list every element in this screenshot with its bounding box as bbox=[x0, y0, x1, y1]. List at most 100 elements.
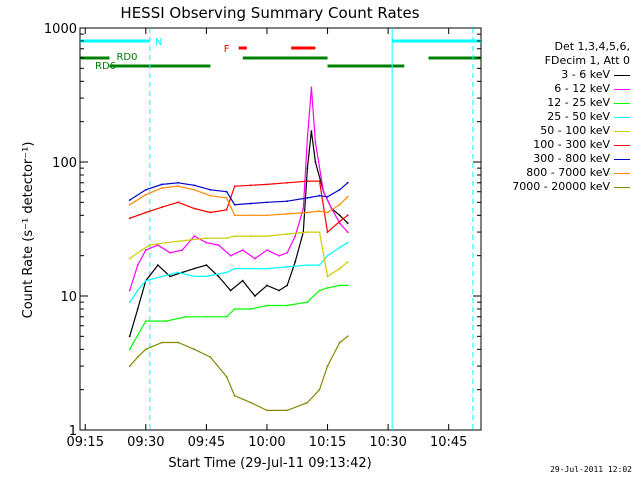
series-point-0-15 bbox=[294, 260, 297, 263]
series-point-2-2 bbox=[165, 320, 167, 322]
series-point-3-1 bbox=[136, 289, 139, 292]
series-point-6-4 bbox=[193, 184, 196, 187]
series-point-3-2 bbox=[144, 279, 147, 282]
series-point-0-11 bbox=[254, 295, 256, 297]
series-point-8-10 bbox=[266, 409, 268, 412]
legend-label-3: 25 - 50 keV bbox=[547, 110, 610, 123]
series-line-8 bbox=[129, 335, 349, 411]
series-point-5-11 bbox=[306, 180, 309, 183]
series-point-3-9 bbox=[249, 267, 252, 270]
series-point-5-7 bbox=[233, 185, 236, 188]
series-point-6-1 bbox=[144, 188, 147, 191]
series-point-6-3 bbox=[177, 181, 180, 184]
legend-swatch-6 bbox=[614, 158, 630, 160]
series-point-6-0 bbox=[128, 199, 131, 202]
series-point-0-9 bbox=[229, 289, 232, 292]
series-point-7-2 bbox=[161, 187, 163, 189]
series-point-8-5 bbox=[193, 348, 196, 351]
datestamp: 29-Jul-2011 12:02 bbox=[550, 465, 632, 474]
series-point-8-16 bbox=[346, 335, 349, 338]
series-point-1-14 bbox=[286, 251, 289, 254]
series-point-4-13 bbox=[326, 275, 329, 278]
series-point-6-10 bbox=[286, 200, 289, 203]
flag-label-n: N bbox=[155, 37, 162, 48]
series-point-4-10 bbox=[286, 233, 289, 235]
series-point-8-8 bbox=[233, 394, 236, 397]
series-point-0-17 bbox=[306, 167, 309, 170]
series-point-1-6 bbox=[193, 235, 196, 238]
series-point-5-12 bbox=[318, 180, 321, 183]
legend-entries: 3 - 6 keV 6 - 12 keV 12 - 25 keV 25 - 50 ke… bbox=[480, 68, 630, 194]
series-point-1-12 bbox=[266, 249, 268, 252]
series-line-4 bbox=[129, 231, 349, 278]
legend-entry-5: 100 - 300 keV bbox=[480, 138, 630, 152]
legend-entry-6: 300 - 800 keV bbox=[480, 152, 630, 166]
series-point-0-13 bbox=[278, 289, 280, 292]
series-point-7-3 bbox=[177, 185, 180, 188]
series-point-3-11 bbox=[286, 266, 289, 268]
series-point-4-4 bbox=[185, 239, 188, 242]
series-point-4-1 bbox=[140, 249, 143, 252]
series-point-0-0 bbox=[128, 335, 131, 338]
series-point-0-8 bbox=[217, 275, 220, 278]
series-point-8-7 bbox=[225, 375, 228, 378]
series-point-2-9 bbox=[286, 304, 289, 307]
series-point-8-9 bbox=[249, 401, 252, 404]
series-point-0-19 bbox=[314, 161, 317, 163]
series-point-7-11 bbox=[306, 211, 309, 214]
x-tick-label-2: 09:45 bbox=[188, 435, 225, 450]
series-point-6-11 bbox=[306, 197, 309, 199]
series-point-3-12 bbox=[306, 264, 309, 266]
series-point-2-3 bbox=[185, 315, 188, 318]
series-point-2-14 bbox=[346, 284, 349, 287]
series-point-5-3 bbox=[177, 201, 180, 204]
series-point-1-1 bbox=[136, 264, 139, 266]
series-point-2-8 bbox=[266, 304, 268, 307]
series-point-8-1 bbox=[136, 356, 139, 358]
series-point-7-6 bbox=[225, 197, 228, 199]
series-point-8-3 bbox=[161, 341, 163, 344]
series-point-7-0 bbox=[128, 203, 131, 206]
series-point-3-7 bbox=[225, 271, 228, 274]
series-point-2-6 bbox=[233, 308, 236, 310]
legend-swatch-1 bbox=[614, 88, 630, 90]
legend-entry-4: 50 - 100 keV bbox=[480, 124, 630, 138]
legend-entry-8: 7000 - 20000 keV bbox=[480, 180, 630, 194]
series-point-1-18 bbox=[310, 86, 313, 89]
series-point-3-15 bbox=[338, 246, 341, 249]
legend-header-1: Det 1,3,4,5,6, bbox=[554, 40, 630, 53]
series-point-0-6 bbox=[193, 267, 196, 270]
series-point-7-1 bbox=[144, 193, 147, 196]
x-axis-label: Start Time (29-Jul-11 09:13:42) bbox=[168, 456, 371, 471]
series-point-2-12 bbox=[326, 287, 329, 289]
series-point-8-11 bbox=[286, 409, 289, 412]
series-point-8-6 bbox=[209, 356, 212, 358]
series-point-4-14 bbox=[338, 267, 341, 270]
series-point-8-2 bbox=[144, 348, 147, 351]
series-point-1-13 bbox=[278, 254, 280, 257]
series-point-3-14 bbox=[326, 254, 329, 257]
series-point-0-14 bbox=[286, 284, 289, 287]
legend-entry-7: 800 - 7000 keV bbox=[480, 166, 630, 180]
series-point-3-13 bbox=[318, 264, 321, 266]
series-point-5-1 bbox=[144, 211, 147, 214]
legend-swatch-2 bbox=[614, 102, 630, 104]
vertical-lines bbox=[149, 28, 474, 430]
series-point-1-19 bbox=[314, 141, 317, 144]
series-point-3-3 bbox=[161, 275, 163, 278]
series-point-0-18 bbox=[310, 130, 313, 133]
x-tick-label-5: 10:30 bbox=[369, 435, 406, 450]
series-point-1-9 bbox=[229, 254, 232, 257]
legend-swatch-0 bbox=[614, 74, 630, 76]
legend-entry-3: 25 - 50 keV bbox=[480, 110, 630, 124]
series-point-2-0 bbox=[128, 348, 131, 351]
series-point-6-2 bbox=[161, 183, 163, 186]
series-point-1-7 bbox=[205, 241, 208, 244]
series-point-0-22 bbox=[338, 214, 341, 217]
series-line-2 bbox=[129, 284, 348, 350]
series-point-1-3 bbox=[157, 244, 159, 247]
series-point-0-1 bbox=[136, 308, 139, 310]
flag-label-f: F bbox=[224, 44, 230, 55]
series-point-1-0 bbox=[128, 289, 131, 292]
